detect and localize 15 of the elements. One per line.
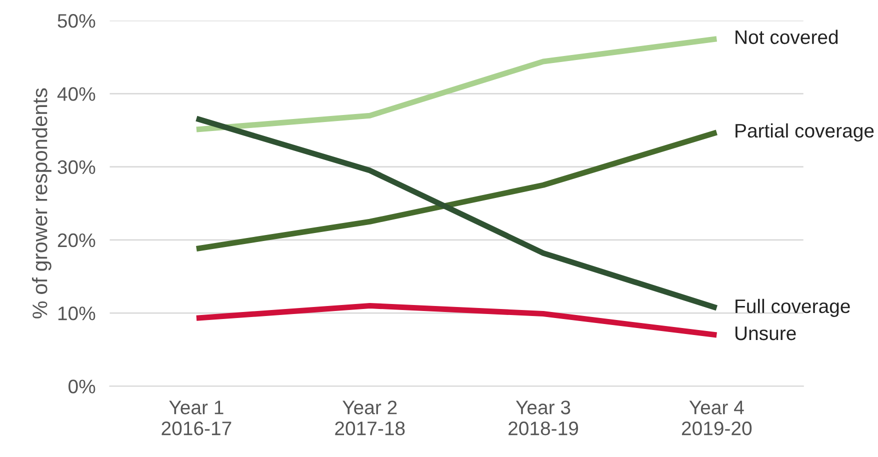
x-tick-label: Year 4 2019-20 bbox=[682, 400, 752, 436]
y-tick-label: 10% bbox=[58, 306, 96, 320]
series-label: Partial coverage bbox=[736, 123, 874, 142]
y-tick-label: 50% bbox=[58, 14, 96, 28]
y-tick-label: 30% bbox=[58, 160, 96, 174]
series-label: Unsure bbox=[736, 326, 796, 340]
y-tick-label: 20% bbox=[58, 233, 96, 248]
x-tick-label: Year 3 2018-19 bbox=[508, 400, 578, 436]
x-tick-label: Year 1 2016-17 bbox=[162, 400, 232, 436]
y-tick-label: 0% bbox=[68, 380, 96, 394]
series-label: Not covered bbox=[736, 30, 838, 44]
y-axis-title: % of grower respondents bbox=[32, 88, 52, 318]
series-label: Full coverage bbox=[736, 298, 850, 317]
y-tick-label: 40% bbox=[57, 87, 96, 101]
x-tick-label: Year 2 2017-18 bbox=[335, 400, 405, 436]
